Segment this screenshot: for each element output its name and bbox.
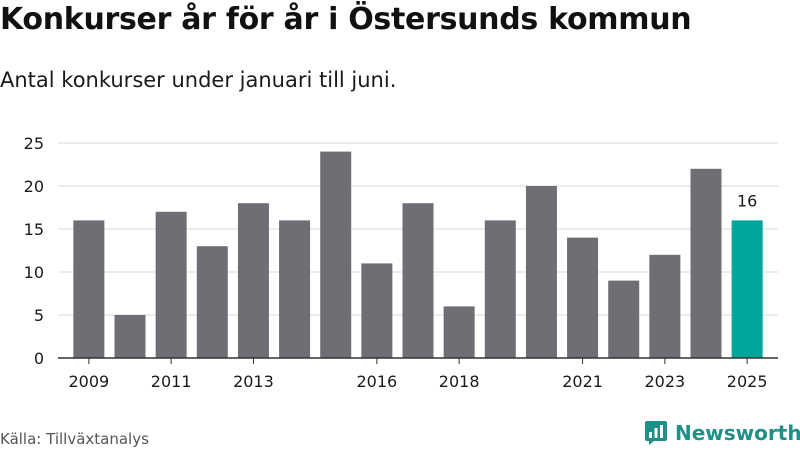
y-tick-label: 20 [24,177,44,196]
chart-title: Konkurser år för år i Östersunds kommun [0,2,692,37]
bar-2020 [525,186,557,358]
y-tick-label: 25 [24,134,44,153]
bar-2012 [196,246,228,358]
bar-2015 [320,151,352,358]
brand-name: Newsworthy [675,421,800,445]
data-label-2025: 16 [737,191,757,210]
x-tick-label: 2023 [644,372,685,391]
x-tick-label: 2011 [151,372,192,391]
x-tick-label: 2013 [233,372,274,391]
bar-2024 [690,168,722,358]
bar-2025 [731,220,763,358]
bar-2014 [279,220,311,358]
bar-2016 [361,263,393,358]
x-tick-label: 2016 [356,372,397,391]
y-tick-label: 0 [34,349,44,368]
bar-2021 [567,237,599,358]
newsworthy-logo-icon [645,421,667,445]
x-tick-label: 2009 [68,372,109,391]
bar-2011 [155,211,187,358]
bar-2022 [608,280,640,358]
bar-2009 [73,220,105,358]
bar-2017 [402,203,434,358]
bar-2023 [649,254,681,358]
y-tick-label: 15 [24,220,44,239]
bar-2013 [237,203,269,358]
bar-2018 [443,306,475,358]
source-note: Källa: Tillväxtanalys [0,430,149,448]
bar-2010 [114,315,146,358]
chart-subtitle: Antal konkurser under januari till juni. [0,68,397,92]
y-tick-label: 10 [24,263,44,282]
x-tick-label: 2021 [562,372,603,391]
x-tick-label: 2025 [727,372,768,391]
bar-2019 [484,220,516,358]
x-tick-label: 2018 [439,372,480,391]
brand-logo: Newsworthy [644,420,800,446]
y-tick-label: 5 [34,306,44,325]
